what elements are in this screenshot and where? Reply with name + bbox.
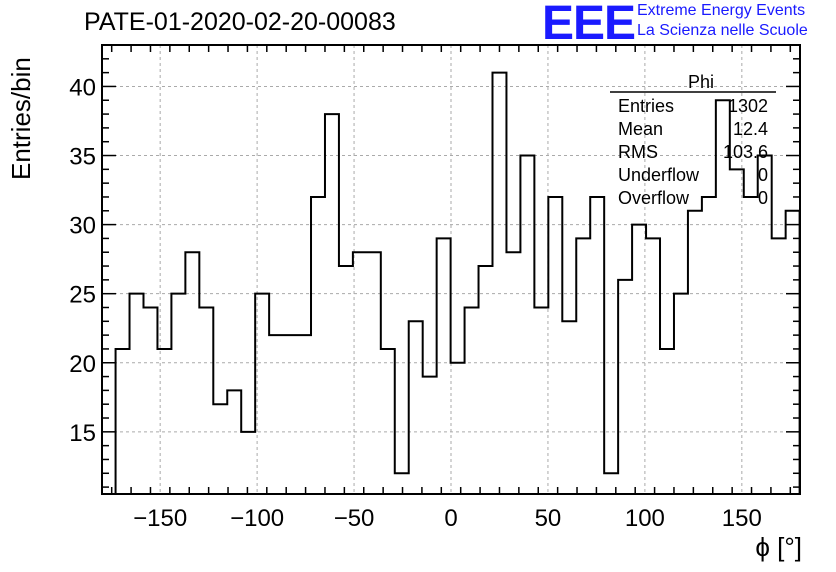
stats-value: 0 [758, 165, 768, 185]
stats-value: 12.4 [733, 119, 768, 139]
y-tick-label: 30 [69, 213, 96, 240]
stats-label: Entries [618, 96, 674, 116]
chart-title: PATE-01-2020-02-20-00083 [84, 8, 396, 36]
x-tick-label: 100 [625, 505, 665, 532]
stats-label: RMS [618, 142, 658, 162]
logo-subtitle-line2: La Scienza nelle Scuole [637, 22, 808, 39]
tick-labels: −150 −100 −50 0 50 100 150 15 20 25 30 35 40 [69, 74, 762, 532]
stats-box: Phi Entries 1302 Mean 12.4 RMS 103.6 Underflow 0… [610, 72, 776, 208]
stats-label: Underflow [618, 165, 700, 185]
y-tick-label: 40 [69, 74, 96, 101]
stats-label: Overflow [618, 188, 690, 208]
stats-value: 1302 [728, 96, 768, 116]
x-tick-label: 50 [535, 505, 562, 532]
x-tick-label: −150 [133, 505, 187, 532]
x-tick-label: 0 [444, 505, 457, 532]
y-tick-label: 20 [69, 351, 96, 378]
histogram-outline [114, 71, 801, 494]
y-axis-label: Entries/bin [6, 57, 36, 180]
x-tick-label: −100 [230, 505, 284, 532]
axis-ticks [102, 44, 800, 494]
x-tick-label: 150 [722, 505, 762, 532]
plot-frame [101, 44, 801, 495]
eee-logo: EEE [542, 0, 636, 50]
stats-value: 0 [758, 188, 768, 208]
x-axis-label: ϕ [°] [755, 532, 802, 562]
y-tick-label: 35 [69, 144, 96, 171]
y-tick-label: 25 [69, 282, 96, 309]
x-tick-label: −50 [334, 505, 375, 532]
logo-subtitle-line1: Extreme Energy Events [637, 2, 806, 19]
y-tick-label: 15 [69, 420, 96, 447]
stats-title: Phi [688, 72, 714, 92]
stats-value: 103.6 [723, 142, 768, 162]
stats-label: Mean [618, 119, 663, 139]
